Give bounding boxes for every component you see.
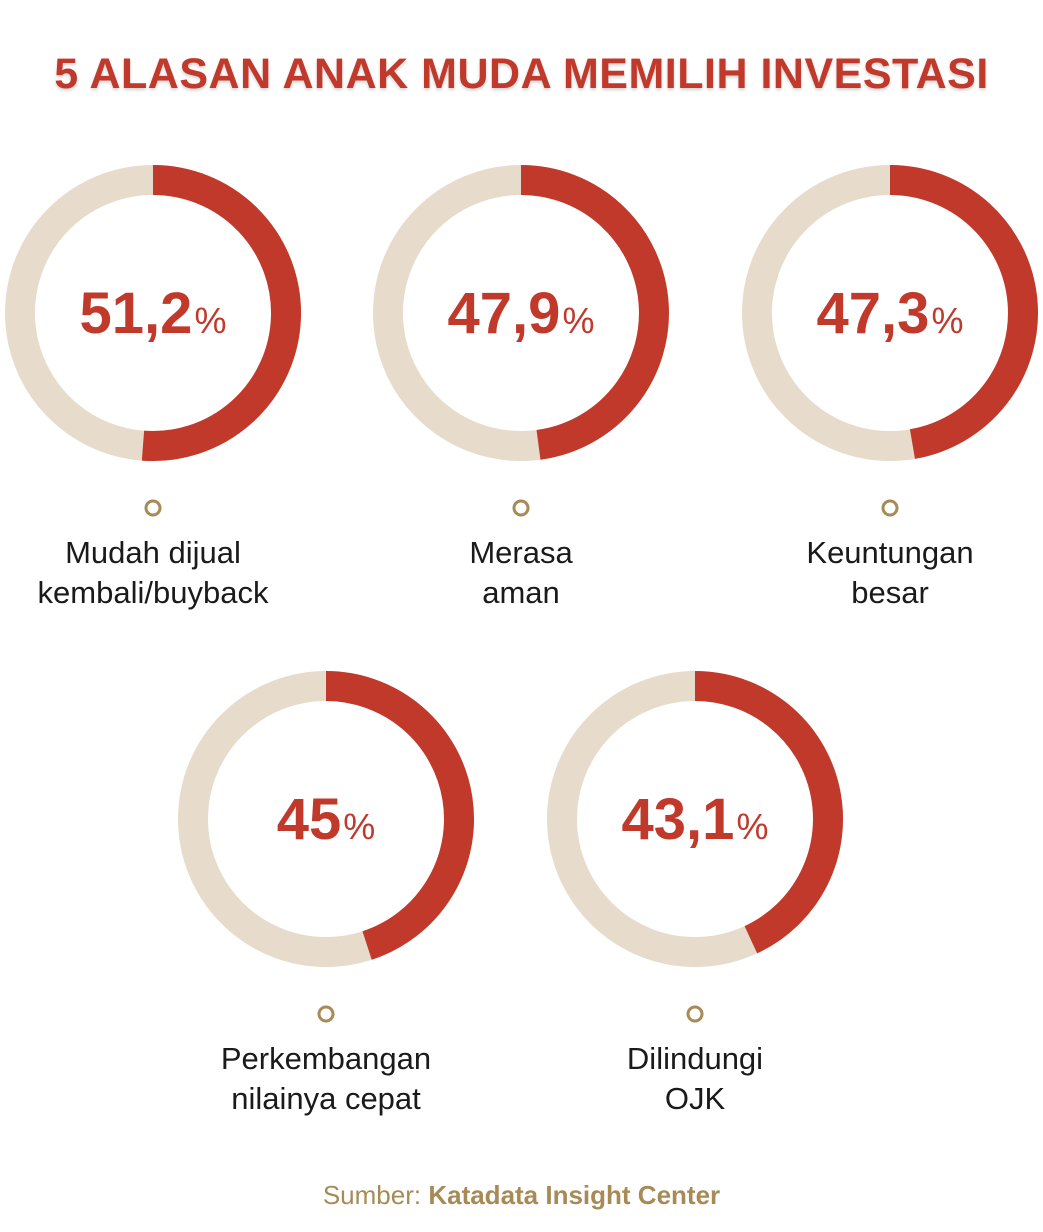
marker-dot: [317, 1005, 335, 1023]
category-label: aman: [482, 575, 560, 610]
donut-item: 47,3% Keuntungan besar: [742, 165, 1038, 610]
value-number: 47,9: [448, 281, 561, 346]
value-number: 43,1: [622, 787, 735, 852]
category-label: nilainya cepat: [231, 1081, 421, 1116]
value-unit: %: [931, 300, 963, 341]
donut-value-label: 43,1%: [622, 787, 769, 852]
source-prefix: Sumber:: [322, 1180, 422, 1210]
donut-item: 47,9% Merasa aman: [373, 165, 669, 610]
value-number: 51,2: [80, 281, 193, 346]
marker-dot: [512, 499, 530, 517]
category-label: Merasa: [469, 535, 573, 570]
value-unit: %: [562, 300, 594, 341]
category-label: OJK: [665, 1081, 726, 1116]
marker-dot: [686, 1005, 704, 1023]
marker-dot: [881, 499, 899, 517]
donut-item: 43,1% Dilindungi OJK: [547, 671, 843, 1116]
category-label: Keuntungan: [806, 535, 973, 570]
value-unit: %: [343, 806, 375, 847]
value-unit: %: [194, 300, 226, 341]
marker-dot: [144, 499, 162, 517]
donut-item: 45% Perkembangan nilainya cepat: [178, 671, 474, 1116]
donut-value-arc: [141, 165, 302, 461]
chart-title: 5 ALASAN ANAK MUDA MEMILIH INVESTASI: [54, 50, 989, 98]
donut-value-label: 51,2%: [80, 281, 227, 346]
value-number: 47,3: [817, 281, 930, 346]
donut-item: 51,2% Mudah dijual kembali/buyback: [5, 165, 302, 610]
donut-value-arc: [325, 671, 474, 960]
source-note: Sumber: Katadata Insight Center: [0, 1180, 1043, 1211]
category-label: besar: [851, 575, 929, 610]
donut-value-arc: [889, 165, 1038, 459]
category-label: Mudah dijual: [65, 535, 241, 570]
value-number: 45: [277, 787, 342, 852]
source-name: Katadata Insight Center: [428, 1180, 721, 1210]
donut-value-label: 47,3%: [817, 281, 964, 346]
donut-value-label: 45%: [277, 787, 376, 852]
category-label: Perkembangan: [221, 1041, 431, 1076]
donut-value-arc: [520, 165, 669, 460]
donut-value-arc: [694, 671, 843, 954]
value-unit: %: [736, 806, 768, 847]
donut-value-label: 47,9%: [448, 281, 595, 346]
category-label: kembali/buyback: [38, 575, 269, 610]
category-label: Dilindungi: [627, 1041, 763, 1076]
